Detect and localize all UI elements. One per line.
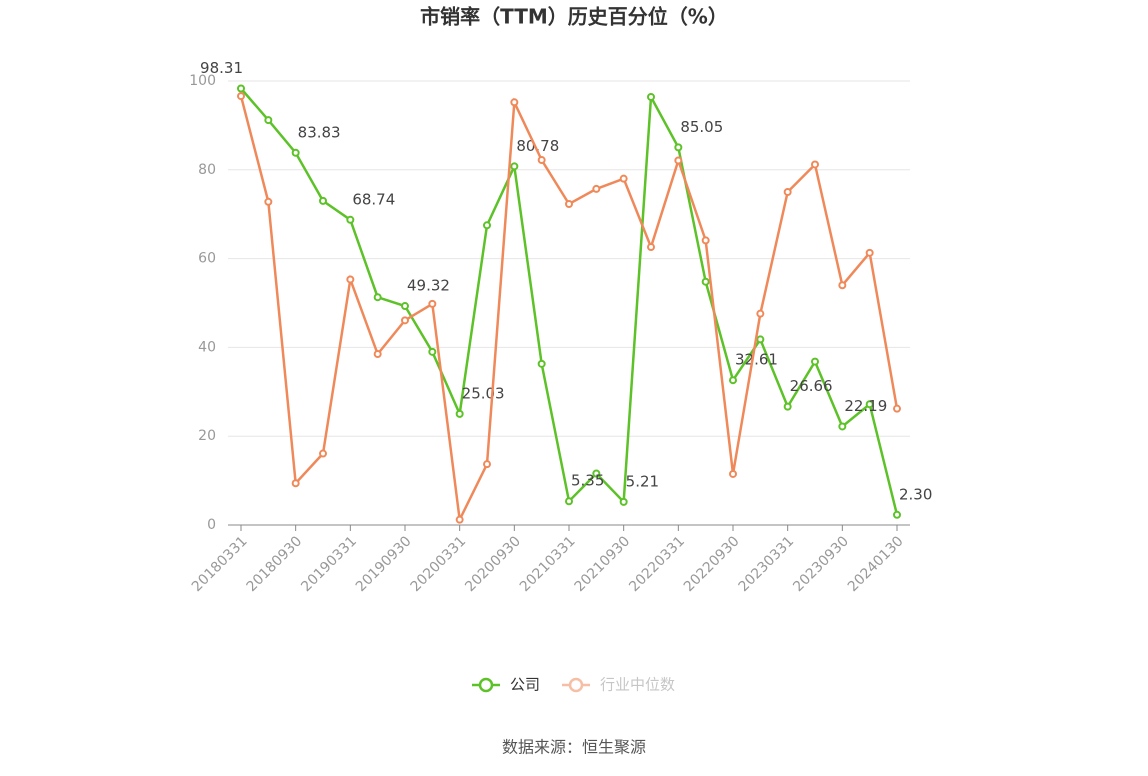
- data-label: 2.30: [899, 485, 932, 503]
- point: [455, 409, 464, 418]
- series-line: [239, 95, 899, 524]
- point: [264, 116, 273, 125]
- y-tick-label: 60: [198, 251, 216, 267]
- x-tick-label: 20240130: [845, 533, 907, 595]
- chart-title: 市销率（TTM）历史百分位（%）: [420, 5, 728, 29]
- point: [565, 199, 573, 208]
- x-tick-label: 20210331: [517, 533, 579, 595]
- y-tick-label: 20: [198, 428, 216, 444]
- series-line: [240, 87, 899, 516]
- x-tick-label: 20220930: [681, 533, 743, 595]
- point: [811, 357, 819, 366]
- data-label: 80.78: [516, 137, 559, 155]
- point: [428, 299, 437, 308]
- data-label: 98.31: [200, 59, 243, 77]
- point: [838, 422, 847, 431]
- point: [811, 160, 819, 169]
- point: [619, 174, 628, 183]
- point: [373, 350, 382, 359]
- point: [510, 162, 519, 171]
- data-label: 26.66: [790, 377, 833, 395]
- point: [237, 84, 245, 93]
- data-label: 32.61: [735, 351, 778, 369]
- point: [865, 248, 874, 257]
- point: [756, 335, 765, 344]
- point: [346, 275, 355, 284]
- point: [592, 184, 601, 193]
- data-label: 5.21: [626, 472, 659, 490]
- x-tick-label: 20200331: [408, 533, 470, 595]
- point: [401, 316, 409, 325]
- x-tick-label: 20200930: [462, 533, 524, 595]
- point: [701, 277, 710, 286]
- legend-label: 公司: [510, 676, 540, 694]
- point: [729, 469, 737, 478]
- point: [674, 156, 683, 165]
- y-tick-label: 100: [189, 73, 216, 89]
- point: [319, 449, 327, 458]
- data-label: 49.32: [407, 277, 450, 295]
- legend-marker: [568, 677, 584, 693]
- data-label: 85.05: [680, 118, 723, 136]
- point: [729, 376, 737, 385]
- point: [537, 156, 546, 165]
- data-label: 68.74: [352, 190, 395, 208]
- point: [893, 510, 901, 519]
- legend-label: 行业中位数: [600, 676, 675, 694]
- point: [619, 497, 628, 506]
- point: [838, 281, 847, 290]
- point: [319, 196, 327, 205]
- x-tick-label: 20190331: [298, 533, 360, 595]
- x-tick-label: 20180331: [189, 533, 251, 595]
- legend-marker: [478, 677, 494, 693]
- point: [865, 400, 874, 409]
- point: [701, 236, 710, 245]
- x-tick-label: 20220331: [626, 533, 688, 595]
- point: [291, 479, 300, 488]
- point: [647, 243, 655, 252]
- x-tick-label: 20210930: [572, 533, 634, 595]
- point: [346, 215, 355, 224]
- data-label: 25.03: [462, 384, 505, 402]
- point: [264, 197, 273, 206]
- point: [237, 92, 245, 101]
- point: [674, 143, 683, 152]
- point: [537, 359, 546, 368]
- x-tick-label: 20230930: [790, 533, 852, 595]
- point: [373, 293, 382, 302]
- data-label: 22.19: [844, 397, 887, 415]
- data-label: 83.83: [298, 123, 341, 141]
- point: [647, 92, 655, 101]
- legend-item: 行业中位数: [562, 676, 675, 694]
- point: [483, 460, 491, 469]
- x-tick-label: 20230331: [736, 533, 798, 595]
- point: [401, 302, 409, 311]
- y-tick-label: 0: [207, 517, 216, 533]
- point: [291, 148, 300, 157]
- y-tick-label: 40: [198, 339, 216, 355]
- point: [893, 404, 901, 413]
- x-tick-label: 20190930: [353, 533, 415, 595]
- point: [455, 515, 464, 524]
- point: [756, 309, 765, 318]
- source: 数据来源：恒生聚源: [502, 738, 646, 757]
- x-tick-label: 20180930: [244, 533, 306, 595]
- point: [428, 347, 437, 356]
- point: [565, 497, 573, 506]
- point: [510, 98, 519, 107]
- point: [592, 469, 601, 478]
- data-label: 5.35: [571, 472, 604, 490]
- point: [483, 221, 491, 230]
- point: [783, 188, 792, 196]
- legend-item: 公司: [472, 676, 540, 694]
- point: [783, 402, 792, 411]
- y-tick-label: 80: [198, 162, 216, 178]
